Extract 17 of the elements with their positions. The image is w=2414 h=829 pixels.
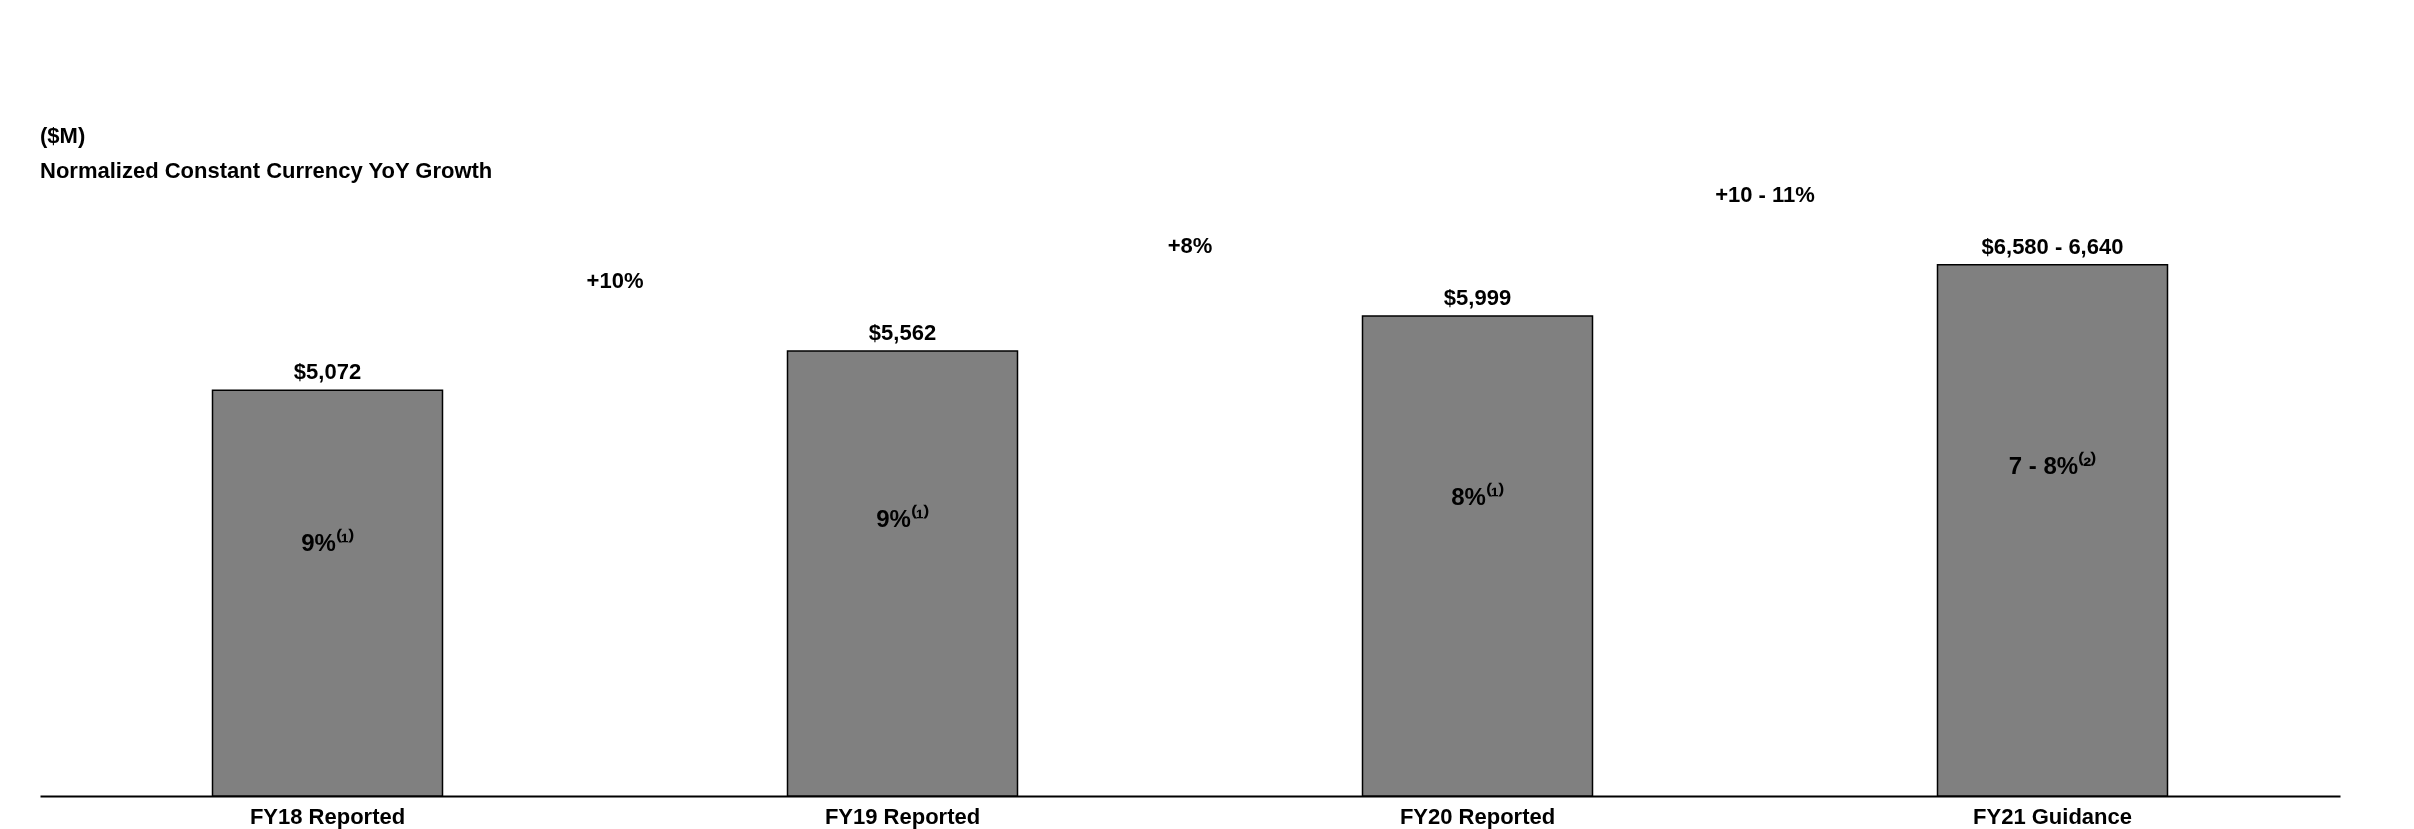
data-label: $5,072 xyxy=(293,359,362,385)
x-tick-label: FY18 Reported xyxy=(249,803,406,829)
data-label: $5,562 xyxy=(868,320,937,346)
text: ($M) xyxy=(40,123,86,148)
annotation: +10% xyxy=(586,268,644,294)
annotation: 8%⁽¹⁾ xyxy=(1451,482,1504,511)
data-label: $5,999 xyxy=(1443,285,1512,311)
text: Normalized Constant Currency YoY Growth xyxy=(40,158,493,183)
x-tick-label: FY20 Reported xyxy=(1399,803,1556,829)
x-tick-label: FY19 Reported xyxy=(824,803,981,829)
annotation: 9%⁽¹⁾ xyxy=(301,528,354,557)
annotation: 7 - 8%⁽²⁾ xyxy=(2008,450,2097,479)
annotation: 9%⁽¹⁾ xyxy=(876,504,929,533)
text: +10 - 11% xyxy=(1715,181,1815,207)
annotation: $6,580 - 6,640 xyxy=(1981,233,2124,259)
text: +8% xyxy=(1167,233,1213,259)
x-tick-label: FY21 Guidance xyxy=(1973,803,2132,829)
